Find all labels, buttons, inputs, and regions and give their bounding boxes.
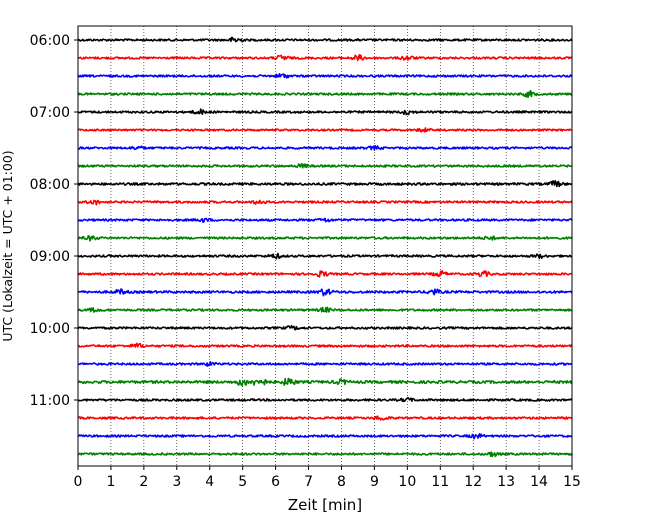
y-tick-label: 07:00 xyxy=(30,105,70,121)
trace-row-0730 xyxy=(77,144,573,151)
x-tick-label: 10 xyxy=(398,474,416,490)
trace-row-1130 xyxy=(77,433,573,440)
trace-row-1100 xyxy=(77,396,573,403)
trace-row-0815 xyxy=(77,199,573,206)
trace-row-1115 xyxy=(77,415,573,421)
x-axis-ticks: 0 1 2 3 4 5 6 7 8 9 10 11 12 13 14 15 xyxy=(74,466,581,490)
trace-row-0715 xyxy=(77,127,573,133)
y-axis-ticks: 06:00 07:00 08:00 09:00 10:00 11:00 xyxy=(30,33,78,409)
trace-row-1000 xyxy=(77,324,573,331)
y-tick-label: 10:00 xyxy=(30,321,70,337)
trace-row-0830 xyxy=(77,217,573,224)
vertical-grid xyxy=(110,26,540,466)
trace-row-0745 xyxy=(77,163,573,169)
trace-row-1045 xyxy=(77,377,573,387)
x-tick-label: 9 xyxy=(370,474,379,490)
trace-row-0800 xyxy=(77,180,573,188)
plot-frame xyxy=(77,25,573,467)
x-axis-label: Zeit [min] xyxy=(288,496,362,514)
x-tick-label: 2 xyxy=(139,474,148,490)
trace-row-1015 xyxy=(77,342,573,348)
x-tick-label: 7 xyxy=(304,474,313,490)
x-tick-label: 4 xyxy=(205,474,214,490)
x-tick-label: 15 xyxy=(563,474,581,490)
x-tick-label: 3 xyxy=(172,474,181,490)
x-tick-label: 5 xyxy=(238,474,247,490)
trace-row-0600 xyxy=(77,36,573,43)
x-tick-label: 0 xyxy=(74,474,83,490)
trace-row-0645 xyxy=(77,89,573,98)
trace-row-0900 xyxy=(77,252,573,260)
trace-row-0845 xyxy=(77,235,573,242)
y-tick-label: 11:00 xyxy=(30,393,70,409)
trace-row-0930 xyxy=(77,288,573,297)
y-tick-label: 08:00 xyxy=(30,177,70,193)
trace-row-0700 xyxy=(77,108,573,116)
trace-row-0630 xyxy=(77,72,573,79)
trace-row-0615 xyxy=(77,54,573,62)
x-tick-label: 1 xyxy=(106,474,115,490)
x-tick-label: 6 xyxy=(271,474,280,490)
trace-layer xyxy=(77,36,573,458)
y-axis-label: UTC (Lokalzeit = UTC + 01:00) xyxy=(0,150,15,341)
x-tick-label: 11 xyxy=(431,474,449,490)
trace-row-1030 xyxy=(77,360,573,367)
x-tick-label: 14 xyxy=(530,474,548,490)
x-tick-label: 13 xyxy=(497,474,515,490)
trace-row-0915 xyxy=(77,270,573,278)
trace-row-1145 xyxy=(77,451,573,458)
x-tick-label: 8 xyxy=(337,474,346,490)
x-tick-label: 12 xyxy=(464,474,482,490)
y-tick-label: 06:00 xyxy=(30,33,70,49)
y-tick-label: 09:00 xyxy=(30,249,70,265)
trace-row-0945 xyxy=(77,306,573,313)
